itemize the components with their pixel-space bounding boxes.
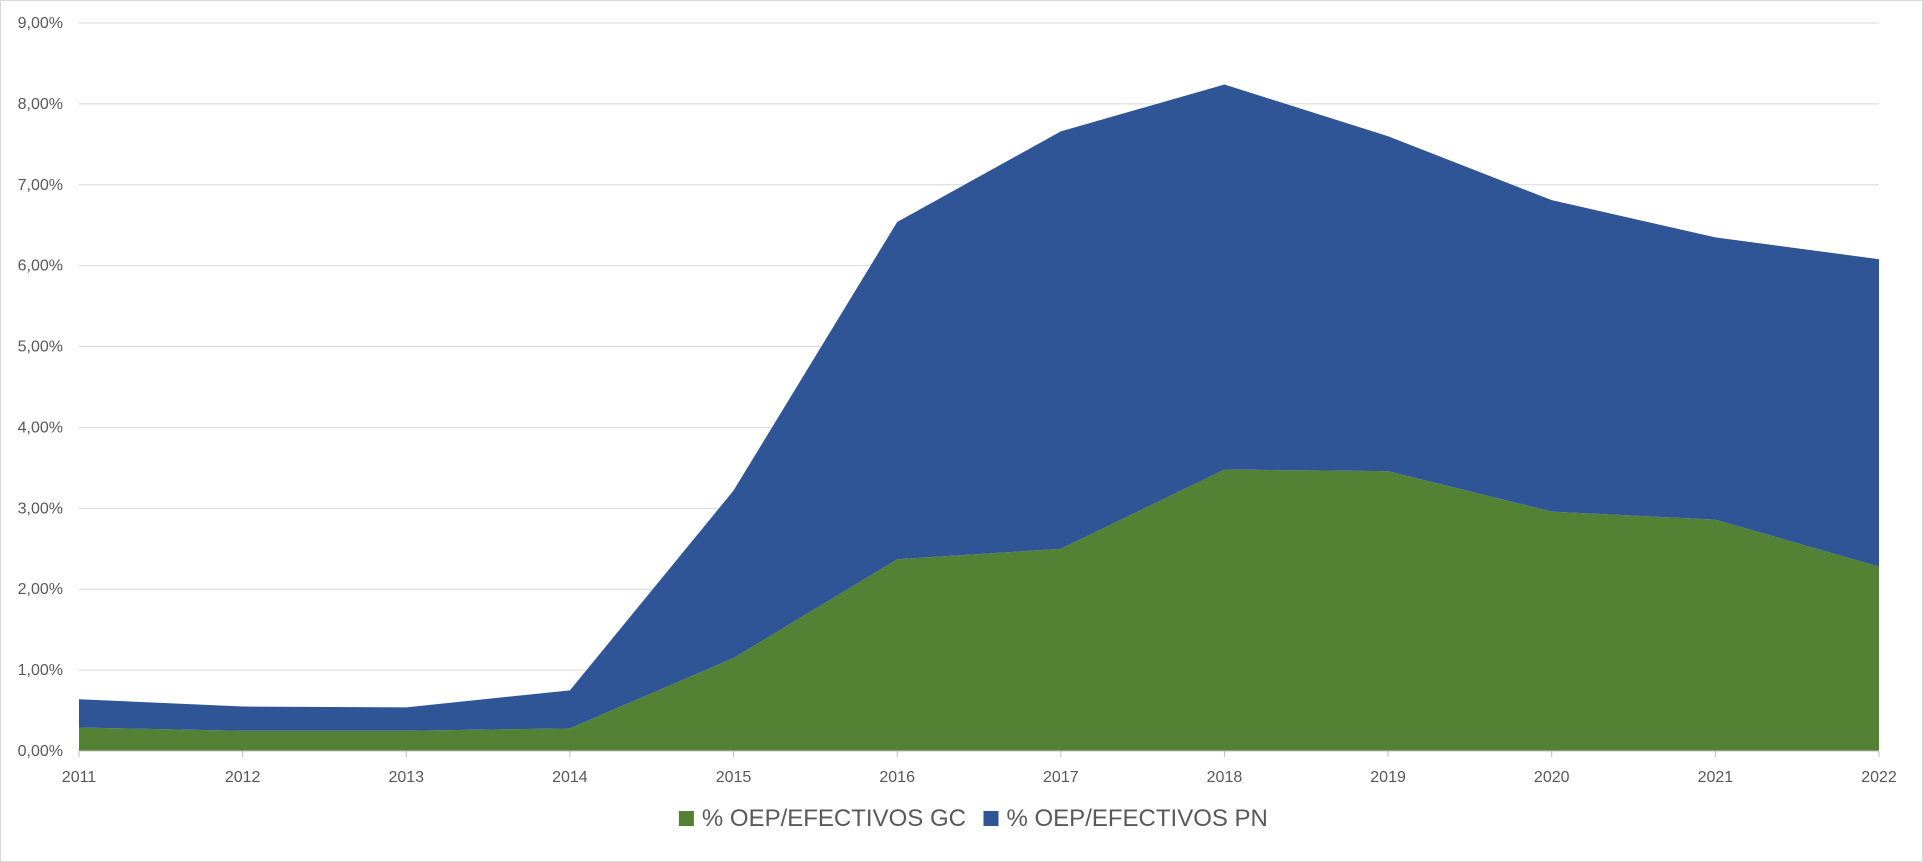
legend: % OEP/EFECTIVOS GC % OEP/EFECTIVOS PN: [678, 805, 1268, 832]
x-tick-label: 2016: [879, 769, 915, 786]
x-tick-label: 2019: [1370, 769, 1406, 786]
y-tick-label: 3,00%: [18, 500, 63, 517]
legend-label-pn: % OEP/EFECTIVOS PN: [1007, 805, 1268, 832]
y-tick-label: 0,00%: [18, 743, 63, 760]
legend-label-gc: % OEP/EFECTIVOS GC: [702, 805, 966, 832]
x-tick-label: 2017: [1043, 769, 1079, 786]
area-series: [78, 84, 1880, 751]
x-tick-label: 2011: [62, 769, 97, 786]
legend-swatch-gc: [678, 811, 694, 826]
y-tick-label: 6,00%: [18, 258, 63, 275]
x-tick-label: 2014: [552, 769, 588, 786]
y-tick-label: 1,00%: [18, 662, 63, 679]
x-tick-label: 2015: [716, 769, 752, 786]
y-tick-label: 9,00%: [18, 15, 63, 32]
axes: 0,00% 1,00% 2,00% 3,00% 4,00% 5,00% 6,00% 7,00%…: [18, 15, 1897, 786]
x-tick-label: 2020: [1534, 769, 1570, 786]
area-series-gc: [79, 469, 1879, 751]
y-tick-label: 4,00%: [18, 419, 63, 436]
x-tick-label: 2021: [1698, 769, 1734, 786]
legend-swatch-pn: [983, 811, 999, 826]
x-tick-label: 2013: [388, 769, 424, 786]
y-tick-label: 8,00%: [18, 96, 63, 113]
x-tick-label: 2022: [1861, 769, 1897, 786]
area-series-pn: [79, 84, 1879, 731]
y-tick-label: 2,00%: [18, 581, 63, 598]
x-tick-label: 2018: [1207, 769, 1243, 786]
y-tick-label: 7,00%: [18, 177, 63, 194]
x-tick-label: 2012: [225, 769, 261, 786]
y-tick-label: 5,00%: [18, 339, 63, 356]
